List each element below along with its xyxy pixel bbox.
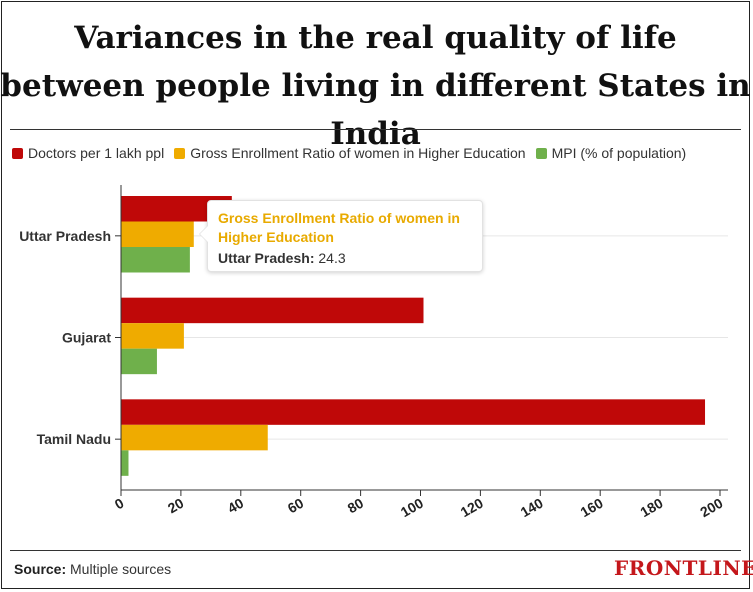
bar-doctors-gujarat xyxy=(121,297,424,324)
chart-title: Variances in the real quality of life be… xyxy=(0,20,751,152)
bar-ger-tamil-nadu xyxy=(121,424,268,451)
y-tick-label: Gujarat xyxy=(62,330,111,346)
bar-ger-gujarat xyxy=(121,323,184,349)
x-tick-label: 120 xyxy=(458,495,486,521)
x-tick-label: 200 xyxy=(697,495,725,521)
x-tick-label: 20 xyxy=(165,495,187,517)
bar-mpi-gujarat xyxy=(121,348,157,375)
legend-swatch-doctors xyxy=(12,147,23,159)
legend-label-mpi: MPI (% of population) xyxy=(551,145,687,161)
x-tick-label: 60 xyxy=(285,495,307,517)
x-tick-label: 0 xyxy=(112,495,127,513)
x-tick-label: 180 xyxy=(637,495,665,521)
y-tick-label: Tamil Nadu xyxy=(37,431,111,447)
legend-item-doctors[interactable]: Doctors per 1 lakh ppl xyxy=(12,145,164,161)
tooltip-value: 24.3 xyxy=(318,250,346,266)
legend-label-doctors: Doctors per 1 lakh ppl xyxy=(28,145,165,161)
frontline-logo: FRONTLINE xyxy=(614,556,753,580)
x-tick-label: 100 xyxy=(398,495,426,521)
x-tick-label: 80 xyxy=(345,495,367,517)
tooltip: Gross Enrollment Ratio of women in Highe… xyxy=(199,200,483,272)
tooltip-series-name: Gross Enrollment Ratio of women in Highe… xyxy=(218,210,460,245)
source-note: Source: Multiple sources xyxy=(14,561,171,577)
legend-item-ger[interactable]: Gross Enrollment Ratio of women in Highe… xyxy=(174,145,526,161)
source-label: Source: xyxy=(14,561,67,577)
x-tick-label: 140 xyxy=(518,495,546,521)
legend-label-ger: Gross Enrollment Ratio of women in Highe… xyxy=(190,145,526,161)
x-tick-label: 160 xyxy=(577,495,605,521)
bar-mpi-tamil-nadu xyxy=(121,450,129,476)
legend: Doctors per 1 lakh ppl Gross Enrollment … xyxy=(12,143,696,163)
bar-mpi-uttar-pradesh xyxy=(121,247,190,273)
tooltip-category: Uttar Pradesh xyxy=(218,250,310,266)
bar-ger-uttar-pradesh xyxy=(121,221,194,247)
title-divider xyxy=(10,129,741,130)
legend-swatch-mpi xyxy=(535,147,547,159)
y-tick-label: Uttar Pradesh xyxy=(19,228,111,244)
bar-chart: Uttar Pradesh Gujarat Tamil Nadu 0 20 40 60 80 1… xyxy=(19,185,728,521)
bar-doctors-tamil-nadu xyxy=(121,399,706,425)
footer-divider xyxy=(10,550,741,551)
legend-item-mpi[interactable]: MPI (% of population) xyxy=(535,145,687,161)
legend-swatch-ger xyxy=(174,147,186,159)
tooltip-colon: : xyxy=(309,250,315,266)
tooltip-value-line: Uttar Pradesh: 24.3 xyxy=(218,247,472,269)
source-text: Multiple sources xyxy=(70,561,172,577)
x-tick-label: 40 xyxy=(225,495,247,517)
